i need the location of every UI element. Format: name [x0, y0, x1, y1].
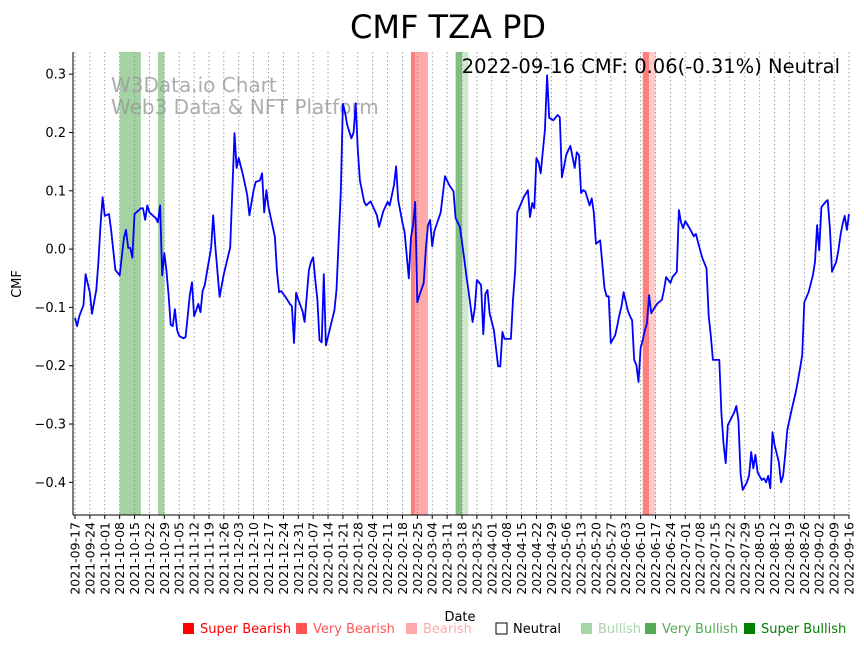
legend-label-bullish: Bullish: [598, 622, 641, 637]
legend-swatch-neutral: [495, 622, 508, 635]
x-gridlines: [74, 52, 850, 515]
x-tick-label: 2022-02-04: [365, 522, 380, 595]
x-tick-label: 2022-02-18: [395, 522, 410, 595]
legend-swatch-very-bullish: [645, 623, 656, 634]
y-axis-label: CMF: [10, 270, 25, 298]
x-tick-label: 2021-12-31: [291, 522, 306, 595]
x-tick-label: 2022-01-21: [335, 522, 350, 595]
x-tick-label: 2022-08-12: [767, 522, 782, 595]
chart-title: CMF TZA PD: [350, 8, 546, 46]
watermark-line-1: W3Data.io Chart: [111, 73, 277, 97]
legend-label-very-bearish: Very Bearish: [313, 622, 395, 637]
x-tick-label: 2022-03-04: [425, 522, 440, 595]
x-tick-label: 2022-02-25: [410, 522, 425, 595]
x-tick-label: 2022-08-05: [752, 522, 767, 595]
legend-swatch-super-bearish: [183, 623, 194, 634]
legend-label-super-bearish: Super Bearish: [200, 622, 291, 637]
band-very-bearish: [642, 52, 650, 515]
legend: Super Bearish Very Bearish Bearish Neutral B…: [183, 622, 846, 637]
x-tick-label: 2021-12-17: [261, 522, 276, 595]
x-tick-label: 2021-11-19: [201, 522, 216, 595]
x-tick-label: 2021-11-12: [187, 522, 202, 595]
x-tick-label: 2022-09-16: [842, 522, 857, 595]
x-tick-label: 2021-09-17: [68, 522, 83, 595]
x-tick-label: 2021-12-10: [246, 522, 261, 595]
legend-swatch-super-bullish: [744, 623, 755, 634]
y-ticks: −0.4 −0.3 −0.2 −0.1 0.0 0.1 0.2 0.3: [34, 68, 73, 491]
x-tick-label: 2022-02-11: [380, 522, 395, 595]
x-tick-label: 2022-04-01: [484, 522, 499, 595]
legend-swatch-very-bearish: [296, 623, 307, 634]
legend-label-super-bullish: Super Bullish: [761, 622, 846, 637]
x-tick-label: 2021-10-01: [97, 522, 112, 595]
x-tick-label: 2022-06-24: [663, 522, 678, 595]
y-tick-label: 0.1: [45, 184, 66, 199]
watermark-line-2: Web3 Data & NFT Platform: [111, 95, 379, 119]
legend-label-neutral: Neutral: [513, 622, 561, 637]
x-tick-label: 2021-11-26: [216, 522, 231, 595]
x-tick-label: 2021-11-05: [172, 522, 187, 595]
y-tick-label: 0.3: [45, 68, 66, 83]
legend-swatch-bearish: [406, 623, 417, 634]
x-tick-label: 2022-03-11: [440, 522, 455, 595]
band-bearish: [649, 52, 656, 515]
band-bullish: [462, 52, 469, 515]
y-tick-label: 0.2: [45, 126, 66, 141]
x-tick-label: 2022-05-20: [588, 522, 603, 595]
cmf-line: [74, 74, 850, 491]
x-tick-label: 2022-07-01: [678, 522, 693, 595]
x-tick-label: 2021-12-24: [276, 522, 291, 595]
legend-label-bearish: Bearish: [423, 622, 472, 637]
x-tick-label: 2022-07-29: [737, 522, 752, 595]
x-ticks: 2021-09-17 2021-09-24 2021-10-01 2021-10-08…: [68, 515, 857, 595]
y-tick-label: −0.4: [34, 476, 66, 491]
x-tick-label: 2021-10-08: [112, 522, 127, 595]
x-tick-label: 2022-05-27: [603, 522, 618, 595]
cmf-series: [74, 74, 850, 491]
x-tick-label: 2022-07-15: [708, 522, 723, 595]
x-tick-label: 2022-06-10: [633, 522, 648, 595]
x-tick-label: 2022-03-25: [469, 522, 484, 595]
legend-label-very-bullish: Very Bullish: [662, 622, 738, 637]
x-tick-label: 2021-12-03: [231, 522, 246, 595]
x-tick-label: 2022-04-29: [544, 522, 559, 595]
watermark: W3Data.io Chart Web3 Data & NFT Platform: [111, 73, 379, 119]
band-bullish: [157, 52, 165, 515]
y-tick-label: −0.3: [34, 418, 66, 433]
x-tick-label: 2022-07-22: [722, 522, 737, 595]
x-tick-label: 2022-08-19: [782, 522, 797, 595]
band-bearish: [415, 52, 428, 515]
x-tick-label: 2022-01-07: [306, 522, 321, 595]
x-axis-label: Date: [444, 610, 475, 625]
band-very-bullish: [455, 52, 462, 515]
x-tick-label: 2022-03-18: [455, 522, 470, 595]
x-tick-label: 2022-09-02: [812, 522, 827, 595]
x-tick-label: 2022-05-06: [559, 522, 574, 595]
x-tick-label: 2022-01-28: [350, 522, 365, 595]
x-tick-label: 2021-10-15: [127, 522, 142, 595]
x-tick-label: 2021-10-22: [142, 522, 157, 595]
x-tick-label: 2022-04-08: [499, 522, 514, 595]
legend-swatch-bullish: [581, 623, 592, 634]
band-very-bearish: [410, 52, 416, 515]
x-tick-label: 2022-06-03: [618, 522, 633, 595]
y-tick-label: 0.0: [45, 243, 66, 258]
x-tick-label: 2022-06-17: [648, 522, 663, 595]
signal-bands: [119, 52, 656, 515]
x-tick-label: 2022-04-22: [529, 522, 544, 595]
x-tick-label: 2022-09-09: [827, 522, 842, 595]
y-tick-label: −0.2: [34, 359, 66, 374]
x-tick-label: 2022-07-08: [693, 522, 708, 595]
x-tick-label: 2021-10-29: [157, 522, 172, 595]
x-tick-label: 2022-01-14: [321, 522, 336, 595]
x-tick-label: 2022-08-26: [797, 522, 812, 595]
x-tick-label: 2021-09-24: [82, 522, 97, 595]
y-tick-label: −0.1: [34, 301, 66, 316]
x-tick-label: 2022-05-13: [574, 522, 589, 595]
latest-value-annotation: 2022-09-16 CMF: 0.06(-0.31%) Neutral: [462, 55, 840, 78]
x-tick-label: 2022-04-15: [514, 522, 529, 595]
band-bullish: [119, 52, 141, 515]
